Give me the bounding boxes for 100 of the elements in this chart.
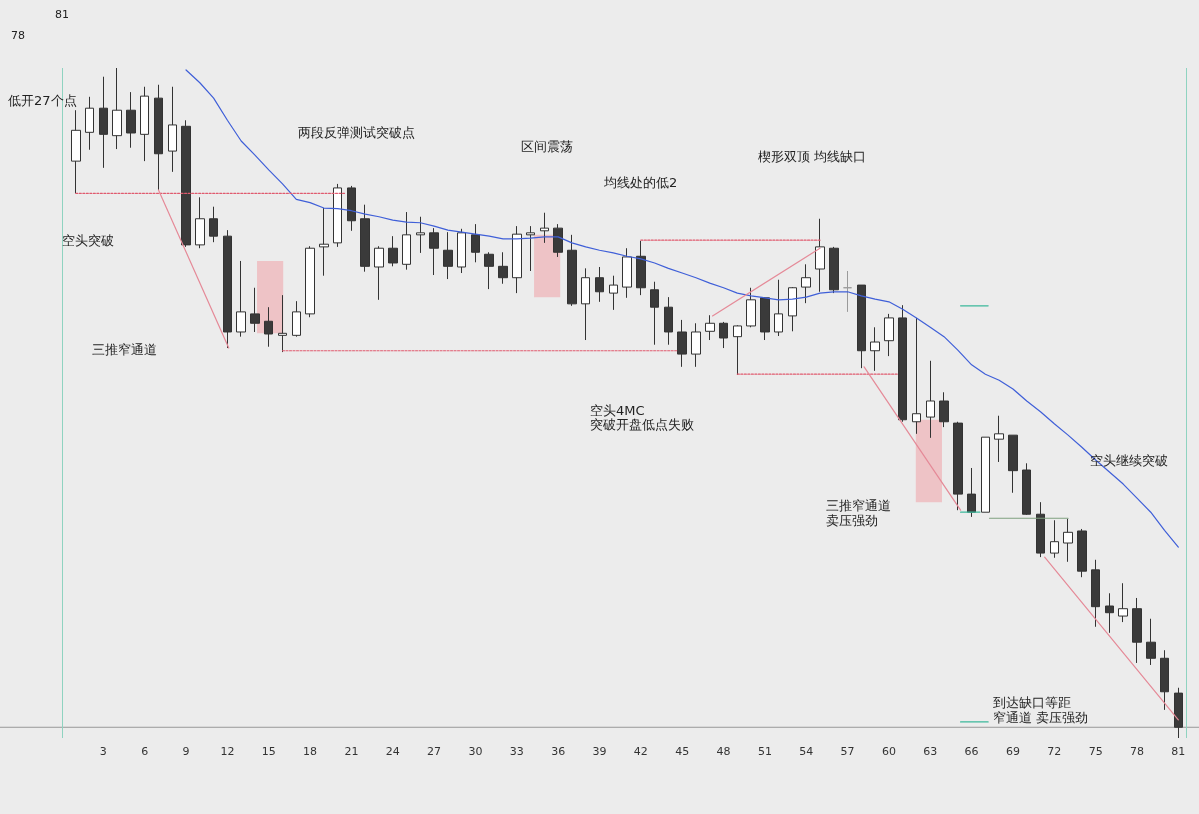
x-tick-label: 12 bbox=[220, 745, 235, 758]
text: 81 bbox=[55, 7, 69, 21]
candlestick bbox=[981, 436, 990, 513]
candlestick bbox=[457, 228, 466, 274]
candlestick bbox=[567, 234, 577, 307]
candlestick bbox=[1063, 518, 1073, 563]
candlestick bbox=[857, 284, 866, 369]
candlestick bbox=[319, 207, 329, 277]
x-tick-label: 57 bbox=[840, 745, 855, 758]
candlestick bbox=[677, 319, 687, 368]
candlestick bbox=[1022, 462, 1031, 516]
candlestick bbox=[1118, 582, 1128, 623]
annotation: 卖压强劲 bbox=[826, 512, 878, 528]
candlestick bbox=[85, 96, 94, 151]
x-tick-label: 81 bbox=[1171, 745, 1186, 758]
candlestick bbox=[1036, 501, 1045, 558]
candlestick bbox=[967, 467, 976, 518]
candlestick bbox=[636, 240, 646, 296]
annotation: 均线处的低2 bbox=[603, 174, 678, 190]
candlestick bbox=[498, 251, 508, 285]
candlestick bbox=[484, 251, 494, 290]
x-tick-label: 72 bbox=[1047, 745, 1062, 758]
candlestick bbox=[333, 183, 342, 248]
text: 78 bbox=[11, 28, 25, 42]
candlestick bbox=[140, 86, 149, 162]
candlestick bbox=[1146, 618, 1156, 666]
x-tick-label: 54 bbox=[799, 745, 814, 758]
candlestick bbox=[746, 287, 756, 328]
candlestick bbox=[112, 67, 122, 150]
x-tick-label: 60 bbox=[881, 745, 896, 758]
candlestick bbox=[512, 225, 522, 294]
candlestick bbox=[1160, 649, 1169, 711]
annotation: 区间震荡 bbox=[521, 138, 573, 154]
candlestick bbox=[1174, 687, 1183, 739]
candlestick bbox=[1050, 519, 1059, 559]
annotation: 两段反弹测试突破点 bbox=[298, 124, 415, 140]
candlestick bbox=[884, 313, 894, 357]
candlestick bbox=[195, 196, 205, 249]
candlestick bbox=[609, 275, 618, 311]
candlestick bbox=[374, 245, 384, 301]
candlestick bbox=[388, 235, 398, 267]
x-tick-label: 30 bbox=[468, 745, 483, 758]
annotation: 突破开盘低点失败 bbox=[590, 416, 694, 432]
x-tick-label: 51 bbox=[757, 745, 772, 758]
candlestick bbox=[553, 223, 563, 258]
candlestick bbox=[843, 270, 852, 313]
annotation: 到达缺口等距 bbox=[993, 694, 1071, 710]
candlestick bbox=[126, 91, 136, 149]
candlestick bbox=[581, 267, 590, 341]
candlestick bbox=[429, 227, 439, 276]
candlestick bbox=[733, 324, 742, 376]
x-tick-label: 78 bbox=[1129, 745, 1144, 758]
candlestick bbox=[71, 109, 81, 194]
candlestick bbox=[1091, 559, 1100, 628]
x-tick-label: 48 bbox=[716, 745, 731, 758]
candlestick bbox=[360, 204, 370, 273]
candlestick bbox=[691, 322, 701, 368]
annotation: 楔形双顶 均线缺口 bbox=[758, 148, 867, 164]
candlestick bbox=[912, 317, 921, 435]
annotation: 窄通道 卖压强劲 bbox=[993, 709, 1089, 725]
x-tick-label: 39 bbox=[592, 745, 607, 758]
candlestick bbox=[1105, 592, 1114, 634]
x-tick-label: 27 bbox=[427, 745, 442, 758]
candlestick bbox=[719, 321, 728, 349]
candlestick bbox=[939, 391, 949, 428]
x-tick-label: 24 bbox=[385, 745, 400, 758]
candlestick bbox=[705, 314, 715, 341]
candlestick bbox=[788, 286, 797, 332]
candlestick bbox=[209, 206, 218, 243]
x-tick-label: 75 bbox=[1088, 745, 1103, 758]
x-tick-label: 63 bbox=[923, 745, 938, 758]
candlestick bbox=[416, 216, 425, 254]
candlestick bbox=[264, 306, 273, 348]
x-tick-label: 6 bbox=[141, 745, 149, 758]
annotation: 三推窄通道 bbox=[92, 341, 157, 357]
candlestick bbox=[236, 260, 246, 338]
x-tick-label: 15 bbox=[261, 745, 276, 758]
candlestick bbox=[1077, 528, 1087, 578]
candlestick bbox=[622, 247, 632, 299]
candlestick bbox=[595, 266, 604, 303]
x-tick-label: 21 bbox=[344, 745, 359, 758]
x-tick-label: 18 bbox=[303, 745, 318, 758]
candlestick bbox=[774, 279, 783, 337]
candlestick bbox=[898, 304, 907, 423]
annotation: 空头突破 bbox=[62, 232, 114, 248]
candlestick bbox=[540, 212, 549, 244]
annotation: 空头4MC bbox=[590, 402, 645, 418]
candlestick bbox=[870, 326, 880, 372]
candlestick bbox=[815, 218, 825, 293]
candlestick bbox=[994, 415, 1004, 463]
candlestick bbox=[471, 223, 480, 263]
candlestick bbox=[278, 294, 287, 353]
candlestick bbox=[347, 185, 356, 232]
candlestick bbox=[801, 263, 811, 304]
candlestick bbox=[1008, 434, 1018, 494]
candlestick bbox=[953, 421, 963, 511]
candlestick bbox=[292, 300, 301, 338]
candlestick bbox=[154, 84, 163, 191]
candlestick bbox=[305, 245, 315, 318]
candlestick bbox=[223, 229, 232, 349]
